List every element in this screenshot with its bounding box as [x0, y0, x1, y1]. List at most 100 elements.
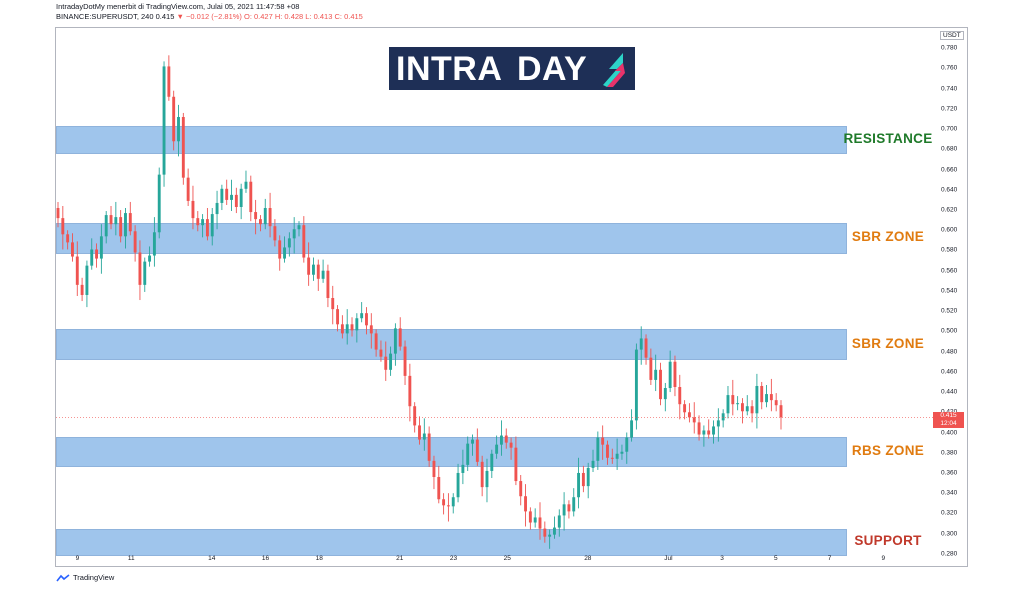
- candle[interactable]: [205, 208, 209, 241]
- candle[interactable]: [461, 449, 465, 485]
- candle[interactable]: [726, 385, 730, 419]
- candle[interactable]: [765, 384, 768, 408]
- candle[interactable]: [480, 455, 484, 497]
- candle[interactable]: [760, 381, 764, 410]
- candle[interactable]: [495, 435, 499, 459]
- candle[interactable]: [75, 241, 79, 296]
- candle[interactable]: [630, 409, 634, 442]
- candle[interactable]: [398, 317, 402, 351]
- candle[interactable]: [745, 395, 749, 416]
- candle[interactable]: [774, 393, 778, 412]
- candle[interactable]: [374, 329, 378, 357]
- candle[interactable]: [210, 208, 214, 246]
- candle[interactable]: [678, 374, 682, 420]
- candle[interactable]: [596, 431, 600, 470]
- candle[interactable]: [365, 307, 368, 335]
- candle[interactable]: [668, 350, 672, 393]
- candle[interactable]: [157, 167, 161, 239]
- candle[interactable]: [538, 502, 542, 540]
- candle[interactable]: [519, 474, 523, 506]
- candle[interactable]: [572, 488, 576, 517]
- candle[interactable]: [307, 242, 311, 286]
- candle[interactable]: [302, 216, 306, 263]
- candle[interactable]: [581, 465, 585, 493]
- candle[interactable]: [331, 285, 335, 325]
- candle[interactable]: [128, 201, 132, 236]
- candle[interactable]: [138, 240, 142, 301]
- candle[interactable]: [485, 458, 489, 503]
- candle[interactable]: [152, 217, 156, 267]
- candle[interactable]: [312, 257, 315, 281]
- candle[interactable]: [292, 217, 296, 254]
- candle[interactable]: [659, 362, 662, 406]
- candle[interactable]: [254, 199, 258, 235]
- candle[interactable]: [104, 211, 108, 244]
- candle[interactable]: [340, 315, 344, 339]
- candle[interactable]: [567, 500, 571, 519]
- candle[interactable]: [446, 493, 450, 522]
- tradingview-logo[interactable]: TradingView: [56, 573, 114, 582]
- candle[interactable]: [432, 455, 436, 490]
- candle[interactable]: [239, 183, 243, 220]
- candle[interactable]: [524, 484, 527, 527]
- candle[interactable]: [268, 192, 272, 238]
- candle[interactable]: [586, 462, 590, 499]
- candle[interactable]: [750, 400, 754, 423]
- candle[interactable]: [731, 379, 735, 416]
- candle[interactable]: [234, 187, 238, 214]
- price-axis[interactable]: [937, 27, 968, 567]
- candle[interactable]: [369, 313, 373, 349]
- candle[interactable]: [620, 444, 624, 460]
- candle[interactable]: [287, 232, 291, 257]
- candle[interactable]: [66, 230, 70, 250]
- candle[interactable]: [90, 238, 94, 270]
- candle[interactable]: [553, 516, 556, 539]
- candle[interactable]: [215, 190, 219, 230]
- candle[interactable]: [181, 112, 185, 185]
- candle[interactable]: [736, 396, 740, 411]
- candle[interactable]: [220, 184, 224, 211]
- candle[interactable]: [514, 436, 518, 486]
- candle[interactable]: [721, 409, 725, 428]
- candle[interactable]: [172, 90, 176, 151]
- candle[interactable]: [649, 348, 653, 385]
- candle[interactable]: [384, 341, 388, 381]
- candle[interactable]: [490, 449, 494, 479]
- candle[interactable]: [167, 55, 171, 101]
- candle[interactable]: [201, 214, 205, 238]
- candle[interactable]: [321, 259, 325, 283]
- candle[interactable]: [148, 246, 152, 267]
- candle[interactable]: [528, 507, 532, 530]
- candle[interactable]: [769, 378, 773, 412]
- candle[interactable]: [639, 326, 643, 365]
- candle[interactable]: [61, 205, 65, 250]
- candle[interactable]: [249, 175, 253, 222]
- candle[interactable]: [316, 259, 320, 291]
- candle[interactable]: [779, 400, 783, 430]
- candle[interactable]: [755, 373, 759, 429]
- candle[interactable]: [85, 260, 89, 308]
- candle[interactable]: [683, 400, 687, 420]
- candle[interactable]: [408, 363, 412, 422]
- candle[interactable]: [702, 425, 706, 447]
- candle[interactable]: [345, 309, 349, 345]
- currency-label[interactable]: USDT: [940, 31, 964, 40]
- candle[interactable]: [143, 257, 147, 292]
- candle[interactable]: [230, 179, 233, 212]
- candle[interactable]: [326, 264, 330, 308]
- candle[interactable]: [625, 432, 629, 464]
- candle[interactable]: [475, 428, 479, 466]
- candle[interactable]: [71, 233, 74, 262]
- candle[interactable]: [263, 198, 267, 230]
- candle[interactable]: [119, 210, 123, 243]
- candle[interactable]: [543, 521, 547, 543]
- candle[interactable]: [707, 419, 711, 439]
- candle[interactable]: [186, 168, 190, 206]
- candle[interactable]: [499, 420, 503, 456]
- candle[interactable]: [442, 493, 446, 515]
- candle[interactable]: [99, 224, 103, 274]
- candle[interactable]: [114, 201, 118, 236]
- candle[interactable]: [533, 508, 537, 528]
- candle[interactable]: [336, 305, 340, 332]
